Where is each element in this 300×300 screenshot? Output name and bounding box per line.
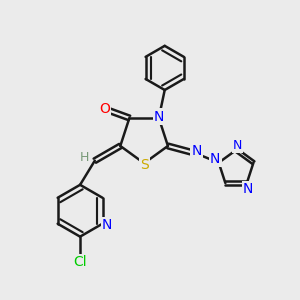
Text: N: N xyxy=(233,139,242,152)
Text: N: N xyxy=(243,182,254,196)
Text: O: O xyxy=(99,102,110,116)
Text: N: N xyxy=(210,152,220,166)
Text: N: N xyxy=(102,218,112,232)
Text: N: N xyxy=(191,144,202,158)
Text: N: N xyxy=(154,110,164,124)
Text: H: H xyxy=(80,151,89,164)
Text: Cl: Cl xyxy=(73,255,87,269)
Text: S: S xyxy=(140,158,148,172)
